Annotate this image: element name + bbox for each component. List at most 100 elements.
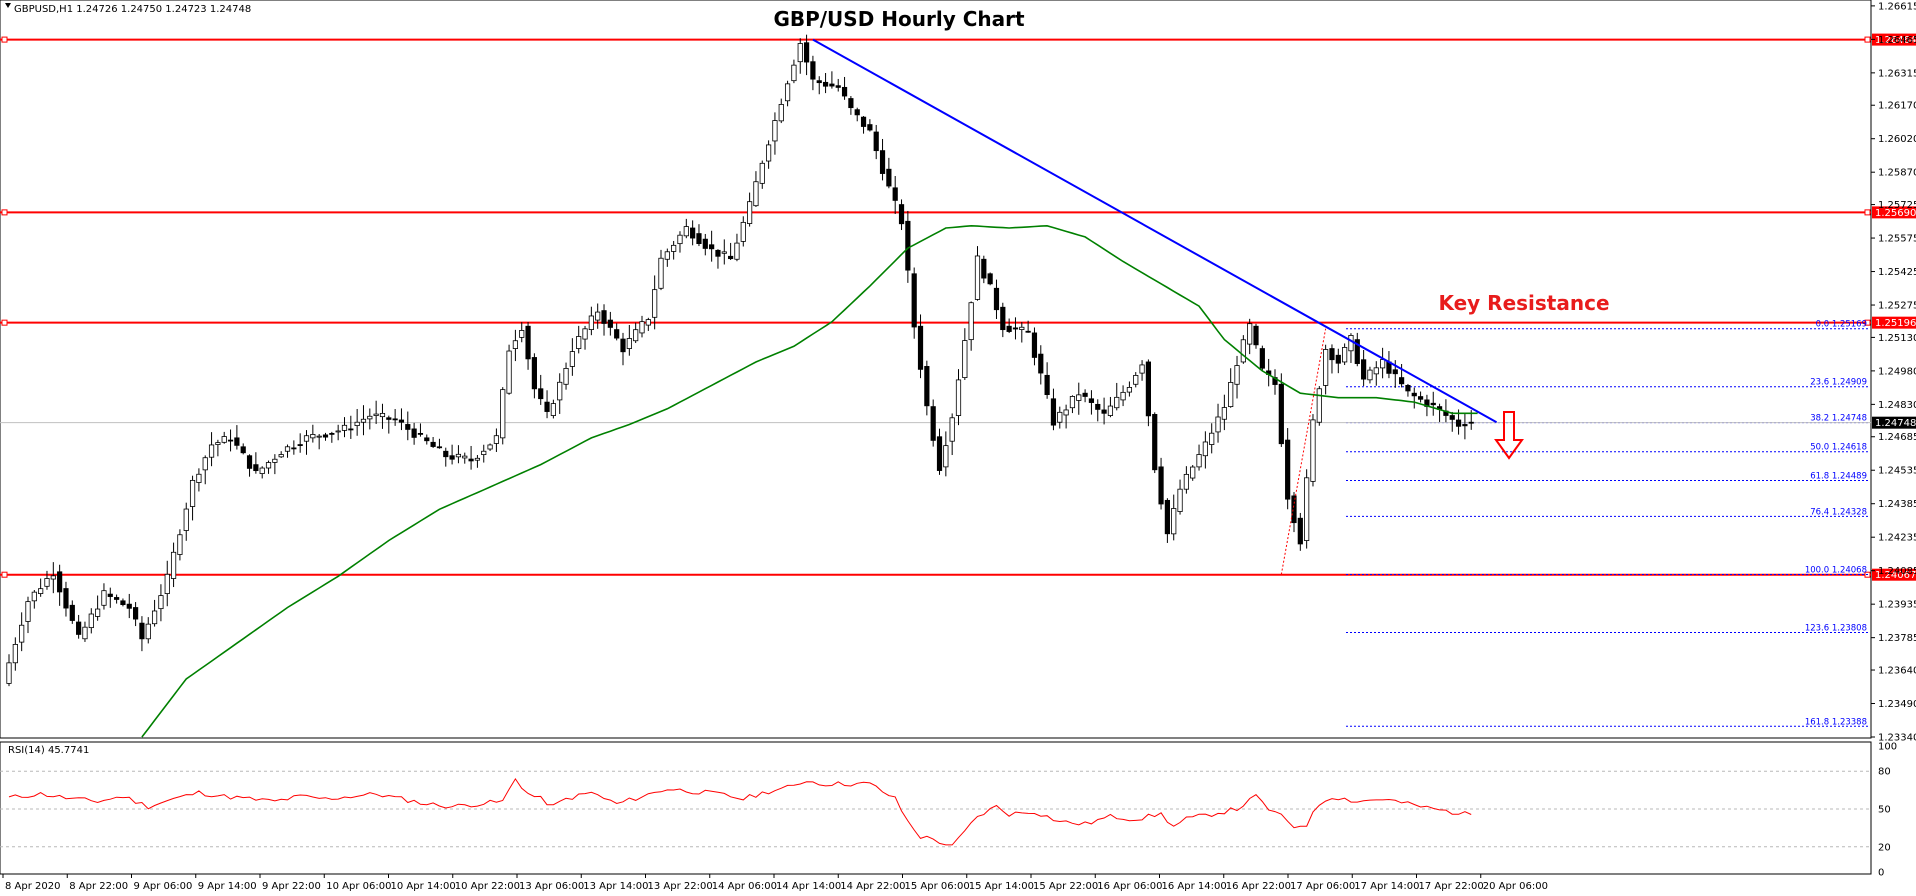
main-plot-frame — [0, 0, 1872, 739]
bull-candle — [506, 350, 512, 394]
y-tick-label: 1.24385 — [1878, 499, 1916, 510]
bear-candle — [936, 436, 943, 471]
bull-candle — [189, 479, 196, 507]
fib-level-label: 76.4 1.24328 — [1810, 507, 1867, 517]
bear-candle — [1082, 392, 1088, 397]
bull-candle — [512, 340, 519, 349]
bull-candle — [354, 421, 360, 426]
bear-candle — [398, 419, 405, 423]
bull-candle — [791, 64, 797, 82]
x-tick-label: 17 Apr 06:00 — [1290, 881, 1355, 892]
bull-candle — [462, 455, 468, 459]
bear-candle — [601, 310, 607, 324]
y-tick-label: 1.25575 — [1878, 234, 1916, 245]
bear-candle — [525, 325, 531, 360]
bear-candle — [924, 366, 930, 407]
fib-level-label: 38.2 1.24748 — [1810, 414, 1867, 424]
bull-candle — [50, 575, 56, 580]
bull-candle — [259, 467, 265, 474]
y-tick-label: 1.23490 — [1878, 699, 1916, 710]
bull-candle — [784, 83, 791, 102]
bear-candle — [1291, 495, 1297, 524]
y-tick-label: 1.26020 — [1878, 134, 1916, 145]
bull-candle — [766, 144, 772, 162]
bull-candle — [633, 329, 639, 342]
bull-candle — [576, 336, 582, 349]
x-tick-label: 8 Apr 22:00 — [69, 881, 128, 892]
fib-swing-line — [1280, 328, 1327, 575]
bull-candle — [582, 328, 588, 340]
bull-candle — [1310, 419, 1316, 482]
x-tick-label: 14 Apr 06:00 — [712, 881, 777, 892]
rsi-tick-label: 100 — [1878, 742, 1897, 753]
bull-candle — [1076, 394, 1082, 401]
bull-candle — [481, 450, 487, 455]
bull-candle — [101, 590, 107, 606]
level-price-tag — [1872, 33, 1916, 46]
key-resistance-label: Key Resistance — [1438, 291, 1609, 315]
bull-candle — [1240, 339, 1246, 363]
bull-candle — [215, 442, 221, 445]
bull-candle — [652, 289, 658, 318]
bull-candle — [31, 591, 37, 602]
bull-candle — [1209, 432, 1215, 445]
bull-candle — [272, 458, 278, 463]
bull-candle — [1348, 335, 1354, 352]
bear-candle — [981, 258, 987, 279]
bear-candle — [696, 233, 702, 245]
bear-candle — [1430, 402, 1436, 406]
bear-candle — [993, 287, 1000, 311]
bull-candle — [82, 626, 88, 640]
bull-candle — [1323, 349, 1329, 386]
bull-candle — [1373, 367, 1379, 375]
x-tick-label: 15 Apr 22:00 — [1033, 881, 1098, 892]
rsi-line — [8, 777, 1472, 846]
bear-candle — [1259, 348, 1265, 369]
y-tick-label: 1.24235 — [1878, 533, 1916, 544]
bear-candle — [1095, 403, 1101, 410]
bull-candle — [1304, 477, 1310, 541]
bear-candle — [803, 42, 810, 63]
bull-candle — [19, 624, 25, 643]
y-tick-label: 1.23785 — [1878, 633, 1916, 644]
bull-candle — [493, 435, 500, 444]
x-tick-label: 14 Apr 14:00 — [776, 881, 841, 892]
bear-candle — [63, 588, 69, 609]
bull-candle — [639, 321, 645, 334]
y-tick-label: 1.25870 — [1878, 168, 1916, 179]
bull-candle — [747, 201, 753, 224]
bear-candle — [1354, 339, 1360, 364]
bear-candle — [1405, 384, 1411, 392]
bull-candle — [335, 430, 341, 433]
level-anchor — [1864, 36, 1871, 43]
y-tick-label: 1.23935 — [1878, 600, 1916, 611]
bull-candle — [177, 534, 183, 555]
bear-candle — [1278, 383, 1284, 445]
bear-candle — [234, 437, 240, 446]
bull-candle — [1228, 382, 1234, 408]
bull-candle — [373, 413, 379, 416]
bear-candle — [835, 85, 841, 88]
bear-candle — [898, 204, 905, 225]
fib-level-label: 23.6 1.24909 — [1810, 378, 1867, 388]
bear-candle — [246, 455, 253, 469]
bear-candle — [329, 432, 335, 435]
bull-candle — [316, 435, 322, 438]
bear-candle — [987, 273, 993, 285]
bear-candle — [411, 428, 417, 438]
bull-candle — [196, 473, 202, 483]
moving-average-line — [141, 224, 1478, 738]
bear-candle — [816, 80, 822, 84]
bear-candle — [1012, 327, 1019, 330]
bull-candle — [1057, 411, 1063, 423]
bull-candle — [1221, 407, 1227, 420]
bull-candle — [664, 251, 670, 260]
y-tick-label: 1.24980 — [1878, 366, 1916, 377]
rsi-tick-label: 50 — [1878, 805, 1891, 816]
current-price-tag — [1872, 416, 1916, 429]
bear-candle — [829, 83, 835, 87]
symbol-menu-icon[interactable] — [5, 3, 11, 8]
bull-candle — [145, 623, 151, 640]
bull-candle — [1234, 365, 1240, 385]
level-anchor — [1, 36, 8, 43]
